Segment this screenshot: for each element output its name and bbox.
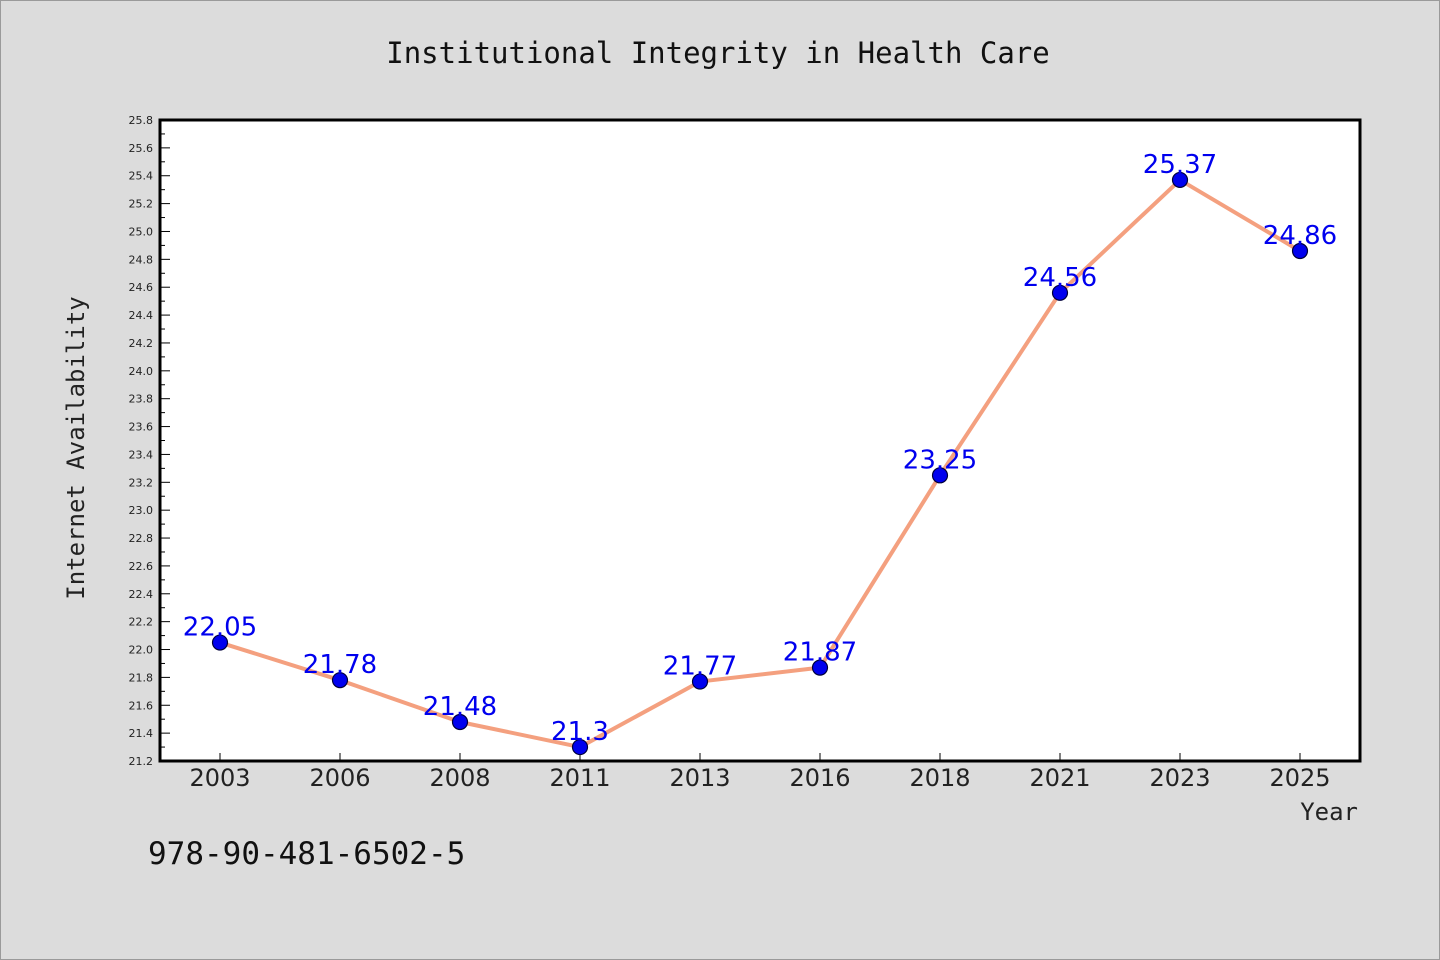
y-tick-label: 22.4 — [129, 588, 154, 601]
series-line — [219, 177, 1302, 750]
y-tick-label: 25.0 — [129, 225, 154, 238]
series-line-group: 22.05 21.78 21.48 21.3 21.77 21.87 23.25 24.56 2… — [183, 150, 1337, 756]
data-point — [331, 672, 349, 689]
y-tick-label: 25.2 — [129, 198, 154, 211]
data-label: 24.56 — [1023, 263, 1097, 293]
data-label: 22.05 — [183, 613, 257, 643]
y-tick-label: 23.8 — [129, 393, 154, 406]
x-tick-label: 2025 — [1269, 764, 1330, 792]
x-tick-label: 2003 — [189, 764, 250, 792]
y-tick-label: 23.0 — [129, 504, 154, 517]
y-tick-label: 23.6 — [129, 421, 154, 434]
y-tick-label: 23.2 — [129, 476, 154, 489]
y-tick-label: 22.2 — [129, 616, 154, 629]
x-axis: 2003 2006 2008 2011 2013 2016 2018 2021 2023 2025 — [189, 753, 1331, 792]
y-tick-label: 25.6 — [129, 142, 154, 155]
x-tick-label: 2013 — [669, 764, 730, 792]
x-tick-label: 2006 — [309, 764, 370, 792]
chart-title: Institutional Integrity in Health Care — [386, 36, 1049, 70]
data-label: 21.48 — [423, 692, 497, 722]
data-point — [1051, 284, 1069, 301]
x-tick-label: 2018 — [909, 764, 970, 792]
data-label: 23.25 — [903, 445, 977, 475]
data-label: 21.78 — [303, 650, 377, 680]
y-axis-label: Internet Availability — [62, 296, 90, 599]
data-label: 21.87 — [783, 638, 857, 668]
y-tick-label: 24.6 — [129, 281, 154, 294]
data-point — [211, 634, 229, 651]
y-tick-label: 21.8 — [129, 671, 154, 684]
data-label: 21.77 — [663, 652, 737, 682]
x-tick-label: 2008 — [429, 764, 490, 792]
x-tick-label: 2021 — [1029, 764, 1090, 792]
y-tick-label: 22.8 — [129, 532, 154, 545]
y-tick-label: 22.6 — [129, 560, 154, 573]
x-axis-label: Year — [1300, 798, 1358, 826]
data-point — [1171, 171, 1189, 189]
x-tick-label: 2011 — [549, 764, 610, 792]
data-label: 24.86 — [1263, 221, 1337, 251]
y-tick-label: 23.4 — [129, 448, 154, 461]
plot-area — [158, 118, 1362, 763]
data-label: 25.37 — [1143, 150, 1217, 180]
data-point — [931, 467, 949, 484]
data-point — [811, 659, 829, 676]
y-tick-label: 24.0 — [129, 365, 154, 378]
data-point — [451, 713, 469, 731]
y-tick-label: 25.4 — [129, 170, 154, 183]
y-tick-label: 24.4 — [129, 309, 154, 322]
data-point — [1291, 242, 1309, 260]
y-tick-label: 21.2 — [129, 755, 154, 768]
y-tick-label: 21.4 — [129, 727, 154, 740]
y-tick-label: 25.8 — [129, 114, 154, 127]
data-label: 21.3 — [551, 717, 609, 747]
y-tick-label: 24.2 — [129, 337, 154, 350]
isbn-footer: 978-90-481-6502-5 — [148, 836, 465, 872]
y-tick-label: 22.0 — [129, 644, 154, 657]
y-tick-label: 24.8 — [129, 253, 154, 266]
y-tick-label: 21.6 — [129, 699, 154, 712]
data-point — [571, 738, 589, 756]
y-axis: 21.2 21.4 21.6 21.8 22.0 22.2 22.4 22.6 22.8 23.0… — [129, 114, 170, 768]
x-tick-label: 2023 — [1149, 764, 1210, 792]
data-point — [691, 673, 709, 690]
x-tick-label: 2016 — [789, 764, 850, 792]
